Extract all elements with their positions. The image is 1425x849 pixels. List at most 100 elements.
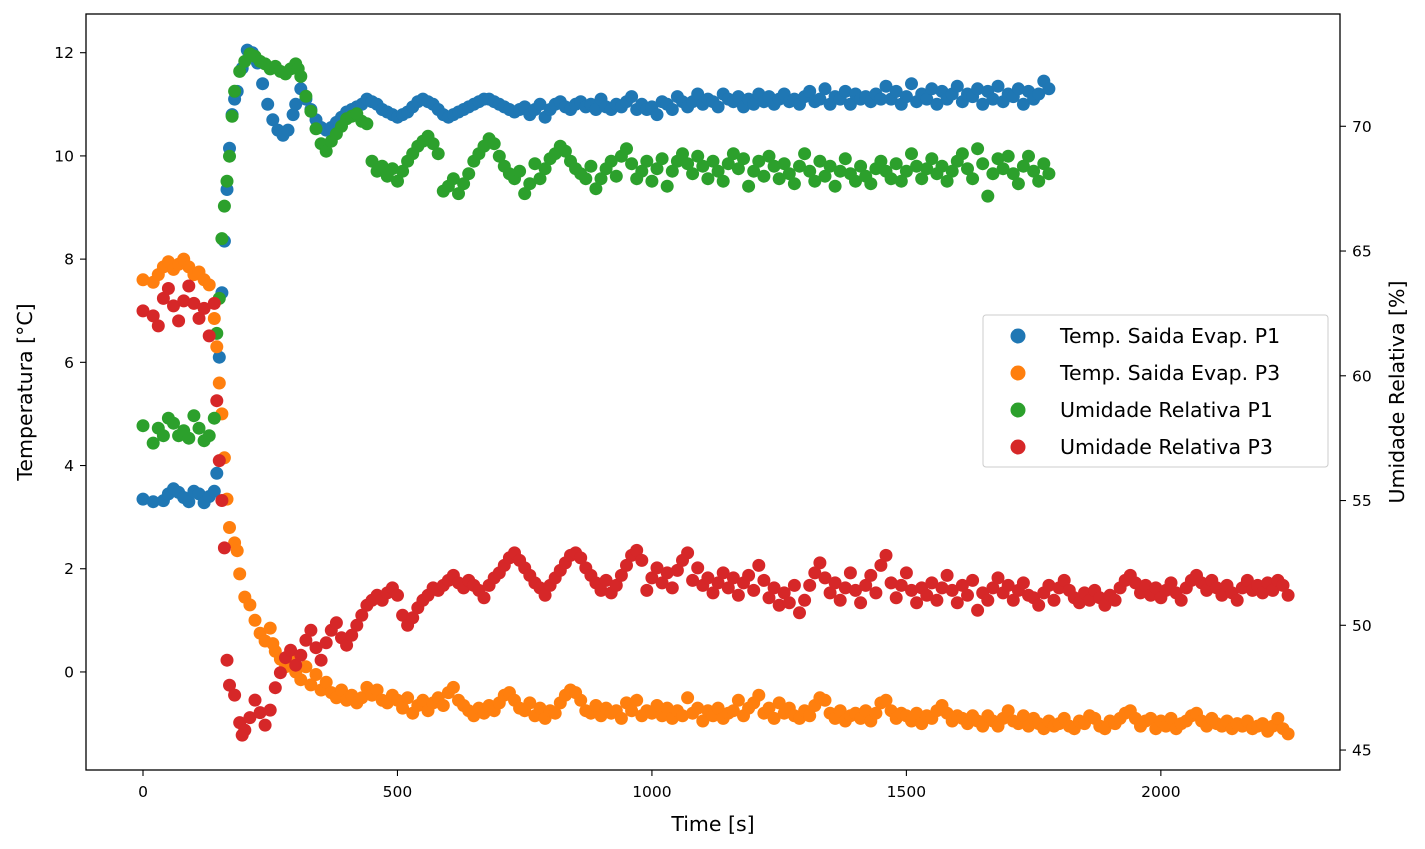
data-point (747, 583, 761, 597)
data-point (375, 159, 389, 173)
data-point (864, 177, 878, 191)
data-point (197, 301, 211, 315)
series-group (136, 279, 1295, 742)
data-point (558, 144, 572, 158)
data-point (711, 701, 725, 715)
data-point (452, 187, 465, 201)
data-point (202, 278, 216, 292)
data-point (920, 162, 934, 176)
plot-frame (85, 13, 1341, 771)
data-point (1098, 598, 1112, 612)
data-point (513, 164, 527, 178)
data-point (966, 172, 980, 186)
data-point (767, 581, 781, 595)
data-point (462, 167, 476, 181)
data-point (721, 157, 735, 171)
data-point (838, 152, 852, 166)
data-point (920, 92, 934, 106)
data-point (1016, 159, 1030, 173)
y-tick-label-right: 60 (1352, 367, 1372, 385)
data-point (1042, 167, 1056, 181)
data-point (787, 578, 801, 592)
data-point (266, 113, 280, 127)
data-point (803, 164, 817, 178)
data-point (650, 108, 664, 122)
data-point (726, 147, 740, 161)
data-point (1047, 593, 1061, 607)
data-point (1027, 164, 1041, 178)
plot-area (136, 43, 1295, 742)
data-point (1011, 177, 1025, 191)
data-point (299, 633, 313, 647)
data-point (630, 543, 644, 557)
y-tick-label-left: 0 (64, 663, 74, 681)
data-point (215, 494, 229, 507)
data-point (665, 164, 679, 178)
data-point (711, 576, 725, 590)
legend: Temp. Saida Evap. P1 Temp. Saida Evap. P… (982, 314, 1329, 468)
data-point (146, 495, 160, 509)
data-point (1164, 711, 1178, 725)
data-point (426, 137, 440, 151)
data-point (579, 172, 593, 186)
data-point (981, 189, 995, 203)
data-point (614, 711, 628, 725)
data-point (457, 177, 471, 191)
data-point (854, 596, 868, 610)
data-point (202, 429, 216, 443)
data-point (263, 621, 277, 635)
data-point (849, 174, 862, 188)
data-point (955, 578, 969, 592)
y-tick-label-right: 70 (1352, 118, 1372, 136)
data-point (701, 172, 715, 186)
data-point (329, 616, 343, 630)
data-point (630, 693, 644, 707)
data-point (355, 691, 369, 705)
data-point (737, 152, 750, 166)
data-point (1037, 157, 1051, 171)
data-point (894, 578, 908, 592)
data-point (925, 82, 939, 96)
data-point (192, 311, 206, 325)
y-tick-label-right: 50 (1352, 617, 1372, 635)
data-point (436, 699, 450, 712)
data-point (940, 174, 954, 188)
data-point (253, 706, 267, 720)
data-point (1072, 596, 1086, 610)
data-point (813, 154, 827, 168)
data-point (370, 683, 384, 697)
data-point (859, 704, 873, 718)
data-point (869, 706, 883, 720)
data-point (350, 618, 364, 632)
y-tick-label-right: 55 (1352, 492, 1372, 510)
x-tick-label: 500 (383, 783, 413, 801)
data-point (248, 613, 262, 627)
data-point (976, 157, 990, 171)
data-point (574, 693, 588, 707)
data-point (594, 583, 608, 597)
data-point (620, 558, 633, 572)
data-point (319, 675, 333, 689)
data-point (172, 314, 186, 328)
data-point (625, 704, 639, 718)
data-point (879, 693, 893, 707)
data-point (762, 591, 776, 605)
data-point (1042, 82, 1056, 96)
data-point (828, 576, 842, 590)
data-point (385, 162, 399, 176)
data-point (803, 709, 817, 723)
data-point (294, 648, 308, 662)
data-point (757, 169, 771, 183)
data-point (192, 421, 206, 435)
data-point (843, 566, 857, 580)
data-point (1164, 576, 1178, 590)
data-point (1006, 593, 1020, 607)
data-point (721, 581, 735, 595)
data-point (233, 567, 247, 581)
data-point (762, 701, 776, 715)
legend-label: Umidade Relativa P1 (1060, 398, 1273, 422)
data-point (1022, 149, 1035, 163)
data-point (981, 593, 995, 607)
data-point (604, 154, 618, 168)
data-point (609, 169, 623, 183)
